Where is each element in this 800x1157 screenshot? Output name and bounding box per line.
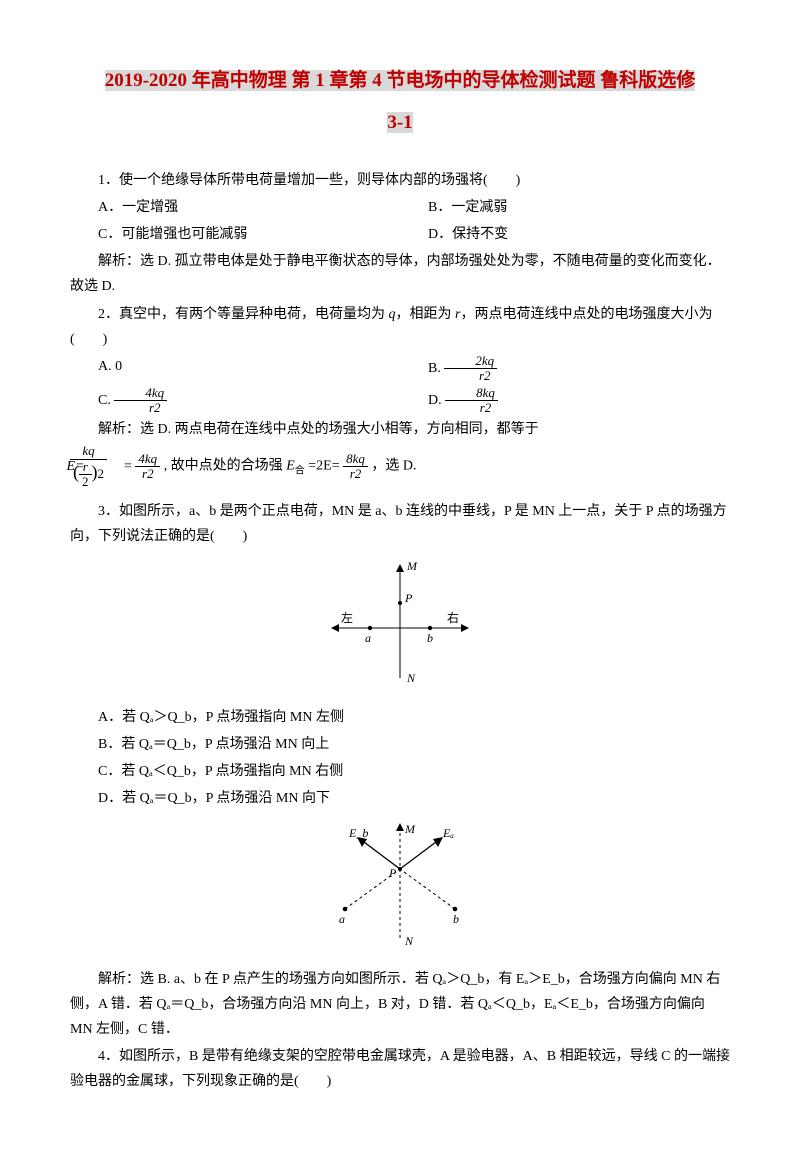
svg-text:N: N bbox=[404, 934, 414, 948]
q3-figure-1: M N P a b 左 右 bbox=[70, 558, 730, 697]
q1-optD: D．保持不变 bbox=[400, 222, 730, 247]
svg-text:N: N bbox=[406, 671, 416, 685]
svg-text:P: P bbox=[388, 866, 397, 880]
q3-answer: 解析：选 B. a、b 在 P 点产生的场强方向如图所示．若 Qₐ＞Q_b，有 … bbox=[70, 967, 730, 1043]
q3-optB: B．若 Qₐ＝Q_b，P 点场强沿 MN 向上 bbox=[70, 732, 730, 757]
q3-stem: 3．如图所示，a、b 是两个正点电荷，MN 是 a、b 连线的中垂线，P 是 M… bbox=[70, 499, 730, 549]
q2-optB: B. 2kqr2 bbox=[400, 354, 730, 384]
q2-eq: kq(r2)2 E= = 4kqr2 , 故中点处的合场强 E合 =2E= 8k… bbox=[70, 444, 730, 489]
q4-stem: 4．如图所示，B 是带有绝缘支架的空腔带电金属球壳，A 是验电器，A、B 相距较… bbox=[70, 1044, 730, 1094]
q1-answer: 解析：选 D. 孤立带电体是处于静电平衡状态的导体，内部场强处处为零，不随电荷量… bbox=[70, 249, 730, 299]
q3-optD: D．若 Qₐ＝Q_b，P 点场强沿 MN 向下 bbox=[70, 786, 730, 811]
svg-text:左: 左 bbox=[341, 610, 353, 625]
svg-text:b: b bbox=[427, 631, 433, 645]
q2-stem: 2．真空中，有两个等量异种电荷，电荷量均为 q，相距为 r，两点电荷连线中点处的… bbox=[70, 302, 730, 352]
svg-text:E_b: E_b bbox=[348, 826, 368, 840]
q1-opts-row2: C．可能增强也可能减弱 D．保持不变 bbox=[70, 222, 730, 247]
q2-optD: D. 8kqr2 bbox=[400, 386, 730, 416]
q3-figure-2: M N P a b E_b Eₐ bbox=[70, 819, 730, 958]
svg-text:P: P bbox=[404, 591, 413, 605]
q1-stem: 1．使一个绝缘导体所带电荷量增加一些，则导体内部的场强将( ) bbox=[70, 168, 730, 193]
q2-optC: C. 4kqr2 bbox=[70, 386, 400, 416]
q2-answer-pre: 解析：选 D. 两点电荷在连线中点处的场强大小相等，方向相同，都等于 bbox=[70, 417, 730, 442]
q1-opts-row1: A．一定增强 B．一定减弱 bbox=[70, 195, 730, 220]
svg-text:M: M bbox=[404, 822, 416, 836]
q3-optA: A．若 Qₐ＞Q_b，P 点场强指向 MN 左侧 bbox=[70, 705, 730, 730]
svg-text:Eₐ: Eₐ bbox=[442, 826, 454, 840]
q2-opts-row2: C. 4kqr2 D. 8kqr2 bbox=[70, 386, 730, 416]
q2-opts-row1: A. 0 B. 2kqr2 bbox=[70, 354, 730, 384]
page-title: 2019-2020 年高中物理 第 1 章第 4 节电场中的导体检测试题 鲁科版… bbox=[105, 70, 696, 91]
svg-text:M: M bbox=[406, 559, 418, 573]
q3-optC: C．若 Qₐ＜Q_b，P 点场强指向 MN 右侧 bbox=[70, 759, 730, 784]
svg-text:a: a bbox=[339, 912, 345, 926]
page-title-sub: 3-1 bbox=[387, 112, 412, 133]
svg-text:右: 右 bbox=[447, 610, 459, 625]
q1-optB: B．一定减弱 bbox=[400, 195, 730, 220]
q1-optC: C．可能增强也可能减弱 bbox=[70, 222, 400, 247]
svg-text:a: a bbox=[365, 631, 371, 645]
svg-text:b: b bbox=[453, 912, 459, 926]
q2-optA: A. 0 bbox=[70, 354, 400, 384]
q1-optA: A．一定增强 bbox=[70, 195, 400, 220]
